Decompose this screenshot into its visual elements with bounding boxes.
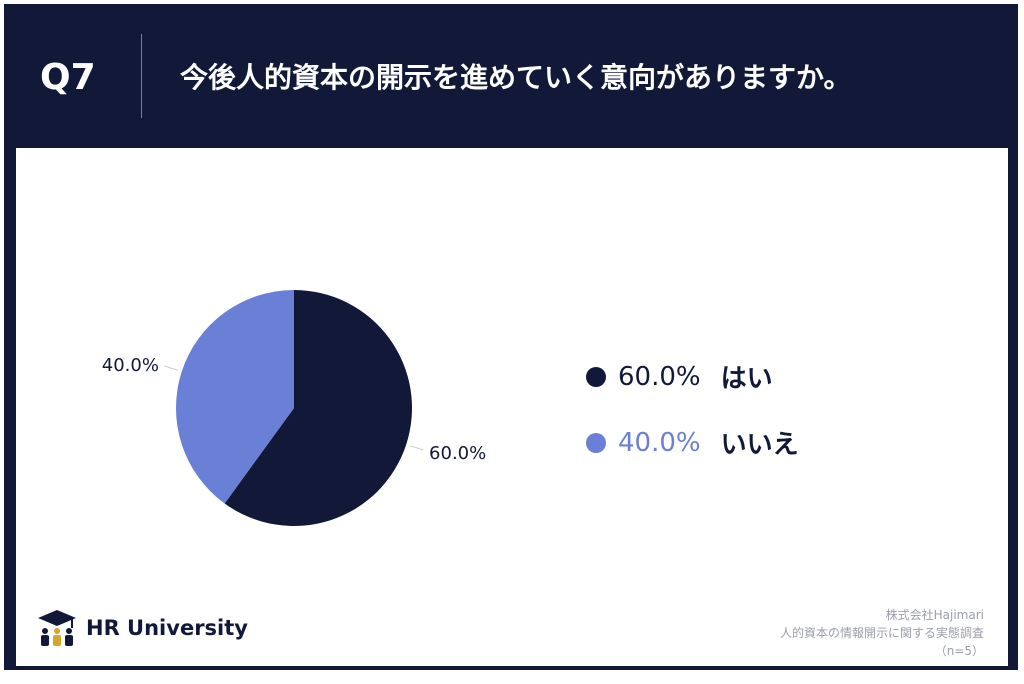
legend-percent-no: 40.0%	[618, 427, 701, 458]
legend-item-no: 40.0% いいえ	[586, 424, 799, 461]
source-note: 株式会社Hajimari 人的資本の情報開示に関する実態調査 （n=5）	[780, 606, 984, 660]
source-sample-size: （n=5）	[934, 644, 984, 658]
legend-dot-no	[586, 432, 606, 453]
pie-slice-0	[224, 290, 412, 526]
legend-item-yes: 60.0% はい	[586, 358, 773, 395]
legend-dot-yes	[586, 366, 606, 387]
source-company: 株式会社Hajimari	[885, 608, 984, 622]
legend-percent-yes: 60.0%	[618, 361, 701, 392]
slice-label-0: 60.0%	[429, 443, 486, 464]
brand-name: HR University	[86, 616, 248, 640]
source-survey: 人的資本の情報開示に関する実態調査	[779, 626, 984, 640]
leader-line-1	[164, 365, 179, 371]
graduation-cap-people-icon	[38, 610, 76, 646]
slice-label-1: 40.0%	[102, 355, 159, 376]
brand-logo: HR University	[36, 608, 248, 648]
question-number: Q7	[40, 57, 96, 98]
pie-chart: 60.0% 40.0%	[102, 290, 486, 526]
legend-label-no: いいえ	[720, 430, 799, 460]
question-title: 今後人的資本の開示を進めていく意向がありますか。	[180, 61, 852, 94]
pie-slice-1	[175, 290, 294, 504]
legend-label-yes: はい	[720, 364, 773, 394]
header-divider	[141, 34, 142, 118]
leader-line-0	[409, 445, 424, 451]
